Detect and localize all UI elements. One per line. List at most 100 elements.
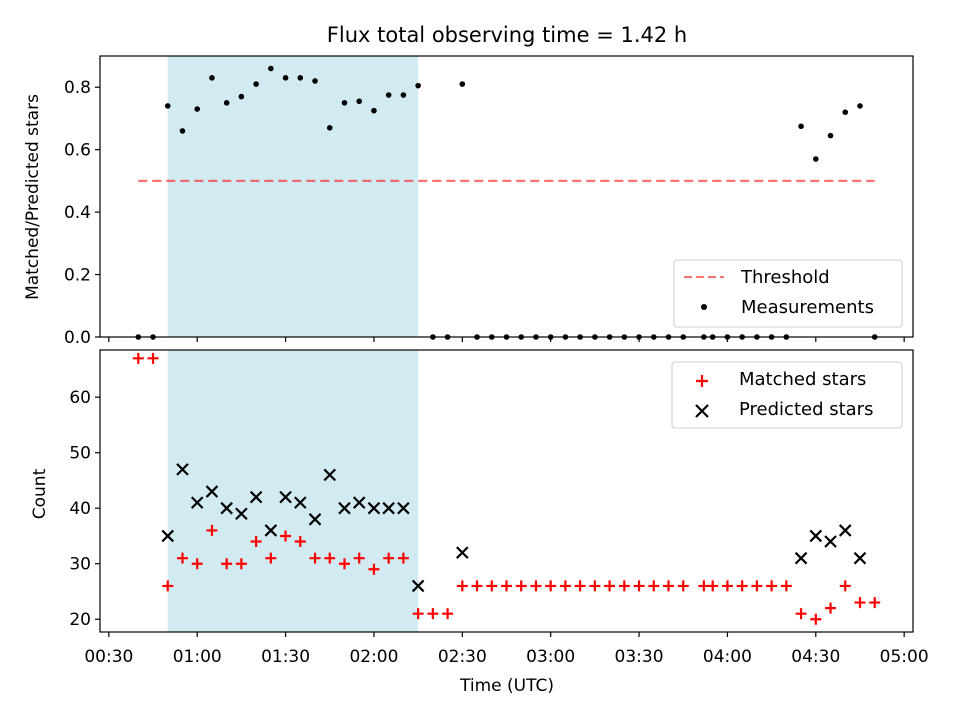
predicted-stars-point — [176, 463, 189, 476]
measurement-point — [827, 132, 834, 139]
predicted-stars-point — [220, 501, 233, 515]
predicted-stars-series — [161, 463, 867, 593]
matched-stars-point — [324, 552, 336, 564]
measurement-point — [400, 92, 407, 98]
measurement-point — [341, 100, 348, 106]
predicted-stars-point — [235, 507, 248, 521]
ratio-shaded-span — [167, 56, 419, 337]
predicted-stars-point — [367, 501, 381, 515]
matched-stars-point — [221, 558, 233, 570]
matched-stars-point — [780, 580, 792, 592]
ratio-legend-box — [673, 259, 903, 328]
predicted-stars-point — [853, 551, 867, 565]
measurement-point — [209, 75, 215, 81]
matched-stars-series — [132, 352, 881, 625]
count-x-tick-label: 02:30 — [438, 647, 487, 667]
matched-stars-point — [265, 552, 277, 564]
predicted-legend-label: Predicted stars — [739, 399, 873, 420]
measurement-point — [812, 156, 819, 162]
matched-stars-point — [206, 524, 218, 536]
count-y-tick-label: 30 — [69, 555, 91, 575]
matched-legend-marker — [696, 375, 708, 387]
predicted-stars-point — [411, 579, 425, 593]
predicted-stars-point — [264, 524, 278, 537]
matched-stars-point — [368, 563, 380, 575]
matched-stars-point — [442, 608, 454, 620]
count-shaded-span — [167, 350, 419, 632]
predicted-legend-marker — [695, 404, 709, 418]
ratio-y-tick-label: 0.2 — [64, 266, 91, 286]
matched-stars-point — [736, 580, 748, 592]
matched-stars-point — [530, 580, 542, 592]
predicted-stars-point — [205, 485, 219, 498]
ratio-y-tick-label: 0.0 — [64, 328, 91, 348]
predicted-stars-point — [456, 546, 469, 559]
measurements-legend-marker — [701, 304, 707, 310]
predicted-stars-point — [161, 529, 175, 543]
matched-stars-point — [839, 580, 851, 592]
count-plot-area: 20 30 40 50 60 00:30 01:00 01:30 02:00 02:30 03:00… — [69, 349, 929, 667]
count-x-tick-label: 04:30 — [791, 647, 840, 667]
count-x-tick-label: 01:00 — [173, 647, 222, 667]
matched-stars-point — [810, 613, 822, 625]
predicted-stars-point — [338, 501, 351, 515]
matched-stars-point — [604, 580, 616, 592]
ratio-plot-area: 0.0 0.2 0.4 0.6 0.8 — [64, 55, 914, 348]
measurement-point — [326, 125, 333, 131]
matched-stars-point — [515, 580, 527, 592]
count-x-tick-label: 00:30 — [84, 647, 133, 667]
matched-stars-point — [795, 608, 807, 620]
measurement-point — [194, 106, 201, 112]
matched-stars-point — [766, 580, 778, 592]
measurement-point — [223, 100, 230, 106]
matched-stars-point — [280, 530, 292, 542]
matched-stars-point — [648, 580, 660, 592]
matched-stars-point — [825, 602, 837, 614]
matched-stars-point — [545, 580, 557, 592]
matched-stars-point — [191, 558, 203, 570]
matched-stars-point — [501, 580, 512, 592]
count-panel: 20 30 40 50 60 00:30 01:00 01:30 02:00 02:30 03:00… — [30, 349, 929, 696]
matched-stars-point — [456, 580, 468, 592]
count-y-tick-label: 50 — [69, 444, 91, 464]
ratio-legend: Threshold Measurements — [673, 259, 903, 328]
measurement-point — [238, 93, 245, 100]
measurement-point — [415, 82, 421, 89]
matched-stars-point — [147, 352, 159, 364]
predicted-stars-point — [190, 496, 204, 509]
count-x-tick-label: 02:00 — [349, 647, 398, 667]
predicted-stars-point — [838, 524, 852, 537]
matched-stars-point — [383, 552, 395, 564]
matched-stars-point — [854, 597, 866, 609]
predicted-stars-point — [794, 551, 808, 565]
measurement-point — [282, 75, 289, 81]
ratio-y-tick-label: 0.4 — [64, 203, 91, 223]
predicted-stars-point — [352, 496, 366, 509]
x-axis-label: Time (UTC) — [459, 676, 554, 696]
matched-stars-point — [707, 580, 719, 592]
predicted-stars-point — [382, 501, 395, 515]
predicted-stars-point — [294, 496, 307, 509]
count-x-tick-label: 05:00 — [880, 647, 929, 667]
count-y-axis-label: Count — [30, 468, 50, 519]
measurement-point — [371, 107, 377, 114]
matched-stars-point — [427, 608, 439, 620]
matched-stars-point — [633, 580, 645, 592]
measurement-point — [312, 78, 318, 84]
count-x-tick-label: 04:00 — [703, 647, 752, 667]
count-y-tick-label: 20 — [69, 610, 91, 630]
ratio-y-axis-label: Matched/Predicted stars — [23, 94, 43, 300]
ratio-panel: 0.00.20.40.60.8 Matched/Predicted stars … — [23, 55, 914, 348]
ratio-y-tick-label: 0.6 — [64, 141, 91, 161]
measurement-point — [459, 81, 466, 87]
measurement-point — [356, 98, 363, 105]
count-legend-box — [671, 361, 903, 429]
matched-stars-point — [250, 536, 262, 548]
matched-stars-point — [397, 552, 409, 564]
predicted-stars-point — [323, 468, 337, 482]
predicted-stars-point — [308, 513, 322, 526]
measurement-point — [798, 123, 804, 130]
measurement-point — [385, 92, 392, 98]
